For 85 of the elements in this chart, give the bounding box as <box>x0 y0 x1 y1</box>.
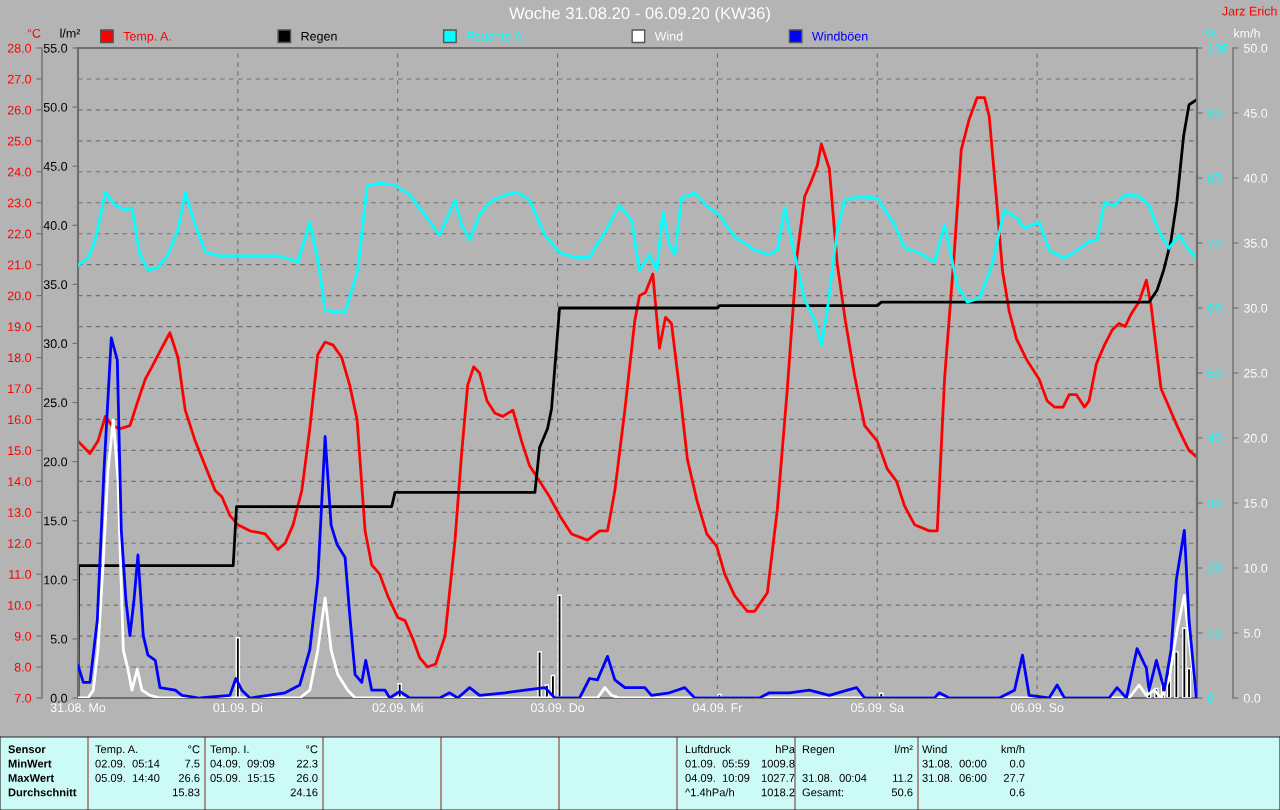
y-tick-label: 50 <box>1207 368 1221 378</box>
y-tick-label: 12.0 <box>8 539 32 548</box>
text: Temp. A. 02.09. 05:14 05.09. 14:40 <box>95 745 160 782</box>
y-tick-label: 10.0 <box>8 600 32 610</box>
y-tick-label: 20 <box>1208 563 1221 573</box>
legend-label: Windböen <box>811 31 868 41</box>
y2-tick-label: 5.0 <box>50 634 68 644</box>
x-tick-label: 06.09. So <box>1010 703 1064 713</box>
y2-tick-label: 20.0 <box>43 457 68 467</box>
legend-label: Regen <box>301 31 337 44</box>
chart-title: Woche 31.08.20 - 06.09.20 (KW36) <box>509 6 770 23</box>
y2-tick-label: 30.0 <box>43 339 68 349</box>
y-tick-label: 30 <box>1207 498 1221 508</box>
legend-label: Wind <box>654 31 683 41</box>
y-tick-label: 10 <box>1208 628 1221 638</box>
y2-axis-title: km/h <box>1234 28 1260 38</box>
y-tick-label: 19.0 <box>8 322 32 332</box>
text: °C 22.3 26.0 24.16 <box>290 745 318 797</box>
y-tick-label: 17.0 <box>8 384 32 394</box>
y-tick-label: 24.0 <box>7 167 32 177</box>
y2-tick-label: 10.0 <box>44 575 68 585</box>
y-tick-label: 22.0 <box>7 229 32 239</box>
y2-tick-label: 55.0 <box>43 43 68 53</box>
text: °C 7.5 26.6 15.83 <box>173 745 200 797</box>
y-tick-label: 28.0 <box>7 43 32 53</box>
y-tick-label: 26.0 <box>7 105 32 115</box>
y2-tick-label: 20.0 <box>1244 433 1268 443</box>
y2-tick-label: 15.0 <box>44 516 68 526</box>
y2-tick-label: 30.0 <box>1243 303 1268 313</box>
text: Regen 31.08. 00:04 Gesamt: <box>802 745 867 797</box>
y2-tick-label: 10.0 <box>1244 563 1268 573</box>
x-tick-label: 02.09. Mi <box>372 702 423 713</box>
y2-tick-label: 0.0 <box>1243 693 1261 703</box>
text: l/m² 11.2 50.6 <box>891 745 913 797</box>
y2-tick-label: 50.0 <box>1243 43 1268 53</box>
y-tick-label: 13.0 <box>8 508 32 517</box>
y2-tick-label: 35.0 <box>1243 238 1268 248</box>
text: hPa 1009.8 1027.7 1018.2 <box>761 745 795 797</box>
y-tick-label: 8.0 <box>14 662 32 672</box>
y-tick-label: 0 <box>1207 693 1214 703</box>
y-tick-label: 15.0 <box>8 446 32 456</box>
y-tick-label: 27.0 <box>7 74 32 84</box>
x-tick-label: 05.09. Sa <box>851 703 905 713</box>
y-tick-label: 7.0 <box>14 693 32 703</box>
y2-tick-label: 15.0 <box>1244 498 1268 508</box>
y-tick-label: 16.0 <box>8 415 32 425</box>
y-tick-label: 21.0 <box>7 260 32 270</box>
y-tick-label: 40 <box>1207 433 1221 443</box>
y2-tick-label: 0.0 <box>50 693 68 703</box>
text: Temp. I. 04.09. 09:09 05.09. 15:15 <box>210 745 275 782</box>
y-tick-label: 100 <box>1208 43 1228 53</box>
x-tick-label: 01.09. Di <box>213 702 263 713</box>
legend-label: Temp. A. <box>123 31 171 44</box>
legend-label: Feuchte A. <box>467 31 525 41</box>
y-tick-label: 60 <box>1208 303 1221 313</box>
y2-tick-label: 25.0 <box>1244 368 1268 378</box>
y-tick-label: 90 <box>1208 108 1221 118</box>
y2-tick-label: 25.0 <box>43 398 68 408</box>
y-tick-label: 18.0 <box>8 353 32 363</box>
y-axis-title: °C <box>27 28 41 38</box>
y-tick-label: 14.0 <box>8 477 32 486</box>
y2-tick-label: 50.0 <box>43 102 68 112</box>
y-axis-title: % <box>1205 28 1217 38</box>
y-tick-label: 23.0 <box>7 198 32 208</box>
text: km/h 0.0 27.7 0.6 <box>1001 745 1025 797</box>
y2-tick-label: 35.0 <box>43 280 68 290</box>
x-tick-label: 03.09. Do <box>530 703 585 713</box>
y-tick-label: 20.0 <box>7 291 32 301</box>
y-tick-label: 9.0 <box>14 631 32 641</box>
y2-tick-label: 45.0 <box>1243 108 1268 118</box>
y2-tick-label: 40.0 <box>1243 173 1268 183</box>
text: Luftdruck 01.09. 05:59 04.09. 10:09 ^1.4hPa/h <box>685 745 750 797</box>
y2-tick-label: 40.0 <box>43 221 68 230</box>
text: Wind 31.08. 00:00 31.08. 06:00 <box>922 745 987 782</box>
x-tick-label: 31.08. Mo <box>50 703 106 713</box>
y-tick-label: 80 <box>1207 173 1221 183</box>
y2-tick-label: 5.0 <box>1243 628 1261 638</box>
y2-axis-title: l/m² <box>60 28 81 38</box>
y-tick-label: 11.0 <box>9 569 32 579</box>
text: Jarz Erich <box>1222 6 1277 16</box>
y2-tick-label: 45.0 <box>43 161 68 171</box>
y-tick-label: 25.0 <box>7 136 32 146</box>
text: Sensor MinWert MaxWert Durchschnitt <box>8 745 77 797</box>
x-tick-label: 04.09. Fr <box>692 703 743 713</box>
y-tick-label: 70 <box>1208 238 1221 248</box>
